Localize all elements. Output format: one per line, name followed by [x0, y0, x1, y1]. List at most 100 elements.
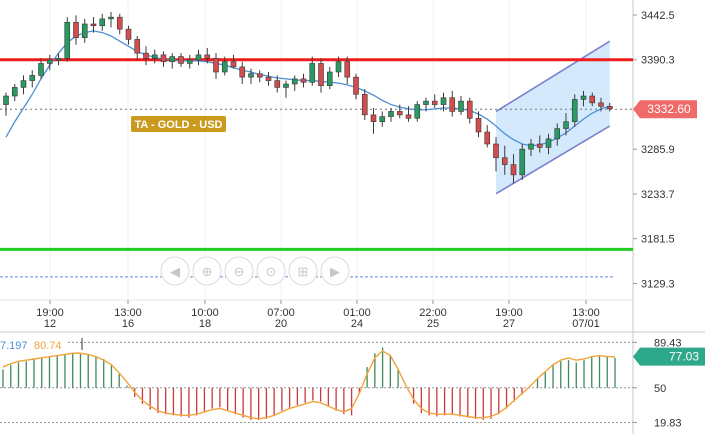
candle: [125, 25, 132, 45]
candle-body: [178, 56, 184, 64]
toolbar-glyph: ⊕: [202, 264, 213, 279]
toolbar-glyph: ◀: [170, 264, 180, 279]
time-tick-label: 19:00: [495, 307, 523, 319]
candle-body: [204, 54, 211, 59]
candle-body: [116, 16, 123, 30]
toolbar-glyph: ▶: [330, 264, 340, 279]
arrow-right-icon[interactable]: ▶: [320, 256, 350, 286]
date-tick-label: 25: [427, 318, 439, 330]
candle-body: [475, 117, 482, 133]
candle-body: [291, 78, 298, 85]
candle: [64, 17, 71, 62]
candle: [186, 54, 193, 69]
indicator-value-bg: [32, 338, 67, 351]
zoom-fit-icon[interactable]: ⊞: [288, 256, 318, 286]
candle: [536, 135, 543, 153]
candle-body: [353, 76, 359, 95]
candle-body: [563, 121, 569, 129]
candle: [580, 90, 587, 107]
price-tick-label: 3129.3: [641, 278, 675, 290]
candle: [589, 92, 596, 107]
osc-last-value: 77.03: [669, 350, 699, 364]
candle: [458, 96, 464, 115]
candle: [606, 102, 613, 112]
candle: [256, 70, 263, 83]
candle-body: [230, 61, 237, 68]
candle: [510, 154, 517, 184]
toolbar-glyph: ⊙: [266, 264, 277, 279]
candle-body: [3, 95, 9, 105]
candle: [545, 133, 552, 155]
candle: [230, 54, 237, 69]
candle: [90, 17, 97, 33]
arrow-left-icon[interactable]: ◀: [160, 256, 190, 286]
candle-body: [81, 23, 88, 39]
time-tick-label: 19:00: [36, 307, 64, 319]
candle: [178, 53, 184, 67]
candle-body: [344, 61, 351, 78]
price-tick-label: 3285.9: [641, 144, 675, 156]
candle: [344, 56, 351, 84]
candle-body: [99, 18, 106, 27]
candle-body: [528, 143, 534, 150]
candle: [20, 75, 27, 95]
price-tick-label: 3233.7: [641, 189, 675, 201]
candle: [563, 113, 569, 136]
zoom-in-icon[interactable]: ⊕: [192, 256, 222, 286]
candle-body: [213, 57, 219, 73]
toolbar-button-bg: [320, 256, 350, 286]
osc-tick-label: 89.43: [654, 337, 682, 349]
candle: [501, 145, 508, 175]
candle: [598, 97, 604, 112]
candle: [274, 75, 281, 93]
candle: [318, 58, 324, 93]
candle-body: [186, 59, 193, 64]
candle-body: [545, 138, 552, 148]
candle: [484, 125, 491, 148]
candle-body: [379, 116, 386, 123]
candle: [571, 94, 578, 127]
candle-body: [108, 16, 114, 20]
time-tick-label: 10:00: [191, 307, 219, 319]
candle: [160, 51, 167, 67]
date-tick-label: 16: [122, 318, 134, 330]
zoom-toolbar[interactable]: ◀ ⊕ ⊖ ⊙ ⊞ ▶: [160, 256, 350, 286]
zoom-out-icon[interactable]: ⊖: [224, 256, 254, 286]
candle-body: [449, 97, 456, 112]
candle-body: [589, 95, 596, 104]
candle-body: [283, 83, 289, 88]
toolbar-button-bg: [192, 256, 222, 286]
candle: [213, 53, 219, 79]
candle: [396, 104, 403, 119]
oscillator-panel: 7.197 80.74 89.43 50 19.83 77.03: [0, 337, 705, 429]
candle: [353, 73, 359, 100]
candle-body: [151, 54, 158, 59]
candle-body: [519, 148, 526, 176]
candle: [116, 13, 123, 35]
candle: [283, 80, 289, 98]
candle-body: [134, 39, 141, 54]
candle-body: [440, 97, 447, 105]
candle: [29, 70, 36, 88]
candle-body: [396, 111, 403, 116]
candle: [81, 18, 88, 43]
candle-body: [598, 102, 604, 107]
osc-tick-label: 50: [654, 383, 666, 395]
candle-body: [73, 21, 79, 39]
last-price-value: 3332.60: [647, 102, 691, 116]
candle-body: [274, 80, 281, 88]
overlay-label-layer: TA - GOLD - USD: [131, 116, 226, 132]
price-tick-label: 3181.5: [641, 234, 675, 246]
zoom-reset-icon[interactable]: ⊙: [256, 256, 286, 286]
candle-body: [256, 73, 263, 78]
time-tick-label: 22:00: [419, 307, 447, 319]
toolbar-button-bg: [256, 256, 286, 286]
candle-body: [55, 57, 62, 61]
candle-body: [239, 66, 246, 78]
candle: [309, 56, 316, 86]
moving-average-layer: [5, 30, 610, 147]
candle-body: [195, 54, 202, 61]
candle-body: [335, 61, 342, 73]
candle-body: [29, 75, 36, 81]
